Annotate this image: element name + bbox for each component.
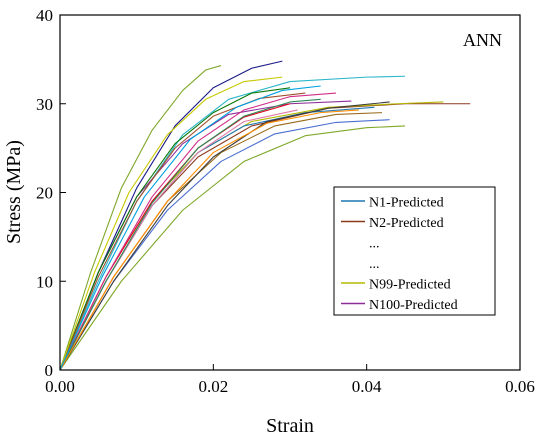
legend-entry-label: N100-Predicted bbox=[369, 298, 458, 313]
ann-annotation: ANN bbox=[463, 30, 502, 50]
y-tick-label: 40 bbox=[36, 6, 53, 25]
y-tick-label: 20 bbox=[36, 184, 53, 203]
legend-entry-label: N2-Predicted bbox=[369, 216, 444, 231]
y-axis-label: Stress (MPa) bbox=[3, 140, 25, 244]
legend-entry-label: ... bbox=[369, 257, 380, 272]
series-line-7 bbox=[59, 106, 375, 371]
x-tick-label: 0.02 bbox=[198, 377, 228, 396]
series-line-13 bbox=[59, 125, 406, 371]
legend-entry-label: N1-Predicted bbox=[369, 196, 444, 211]
plot-area bbox=[59, 60, 471, 371]
legend-entry-label: ... bbox=[369, 237, 380, 252]
series-line-19 bbox=[59, 109, 360, 371]
series-line-9 bbox=[59, 87, 291, 371]
y-tick-label: 30 bbox=[36, 95, 53, 114]
series-line-3 bbox=[59, 75, 406, 371]
y-tick-label: 0 bbox=[45, 361, 54, 380]
legend: N1-Predicted N2-Predicted...... N99-Predic… bbox=[333, 186, 496, 316]
series-layer bbox=[59, 60, 471, 371]
legend-box bbox=[333, 186, 496, 316]
x-tick-label: 0.06 bbox=[505, 377, 535, 396]
x-axis-label: Strain bbox=[266, 415, 314, 437]
series-line-2 bbox=[59, 60, 283, 371]
x-axis-ticks: 0.00 0.02 0.04 0.06 bbox=[45, 364, 535, 396]
y-axis-ticks: 0 10 20 30 40 bbox=[36, 6, 66, 380]
series-line-1 bbox=[59, 65, 222, 371]
series-line-14 bbox=[59, 101, 390, 371]
x-tick-label: 0.00 bbox=[45, 377, 75, 396]
y-tick-label: 10 bbox=[36, 272, 53, 291]
series-line-16 bbox=[59, 76, 283, 371]
legend-entry-label: N99-Predicted bbox=[369, 278, 451, 293]
legend-items: N1-Predicted N2-Predicted...... N99-Predic… bbox=[341, 196, 458, 313]
series-line-18 bbox=[59, 98, 321, 371]
x-tick-label: 0.04 bbox=[352, 377, 382, 396]
series-line-17 bbox=[59, 92, 337, 371]
series-line-20 bbox=[59, 85, 321, 371]
